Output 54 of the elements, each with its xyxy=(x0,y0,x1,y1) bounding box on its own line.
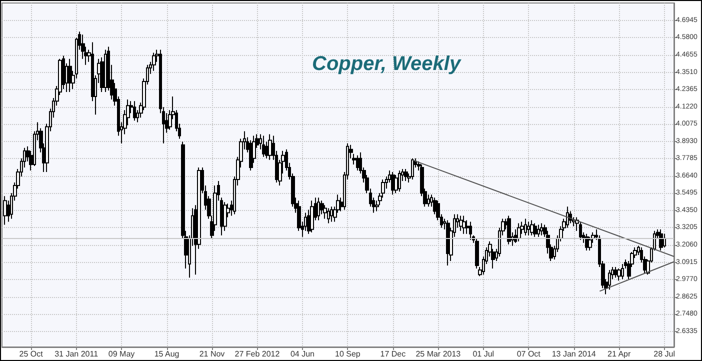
candlestick xyxy=(104,49,107,93)
candlestick xyxy=(507,215,511,245)
candlestick xyxy=(524,218,527,236)
text: Copper, Weekly xyxy=(312,53,462,75)
candlestick xyxy=(330,206,333,222)
x-tick-label: 13 Jan 2014 xyxy=(552,350,596,358)
candlestick xyxy=(262,135,265,158)
candlestick xyxy=(588,236,592,251)
candlestick xyxy=(459,215,463,232)
candlestick xyxy=(394,174,398,194)
x-tick-label: 10 Sep xyxy=(335,350,361,358)
candlestick xyxy=(398,170,401,192)
candlestick xyxy=(310,200,314,233)
candlestick xyxy=(133,100,136,122)
candlestick xyxy=(223,202,227,232)
candlestick xyxy=(469,221,472,240)
x-tick-label: 31 Jan 2011 xyxy=(54,350,99,358)
candlestick xyxy=(323,204,327,220)
x-tick-label: 27 Feb 2012 xyxy=(234,350,280,358)
candlestick xyxy=(327,208,330,224)
candlestick xyxy=(317,197,320,221)
candlestick xyxy=(411,158,414,180)
candlestick xyxy=(527,221,530,236)
x-tick-label: 25 Mar 2013 xyxy=(416,350,462,358)
x-tick-label: 04 Jun xyxy=(290,350,314,358)
candlestick xyxy=(530,220,534,236)
x-tick-label: 17 Dec xyxy=(380,350,406,358)
x-tick-label: 01 Jul xyxy=(472,350,494,358)
x-tick-label: 07 Oct xyxy=(516,350,542,358)
candlestick xyxy=(608,270,611,290)
x-tick-label: 21 Apr xyxy=(608,350,631,358)
candlestick xyxy=(404,168,408,182)
candlestick xyxy=(663,233,666,248)
x-tick-label: 25 Oct xyxy=(19,350,44,358)
candlestick xyxy=(475,238,479,270)
candlestick xyxy=(517,222,521,242)
candlestick xyxy=(533,222,537,238)
candlestick xyxy=(152,52,156,72)
candlestick xyxy=(621,264,624,280)
candlestick xyxy=(617,268,621,282)
candlestick xyxy=(579,221,582,240)
candlestick xyxy=(268,134,272,160)
candlestick xyxy=(540,222,543,236)
x-tick-label: 28 Jul xyxy=(654,350,676,358)
x-tick-label: 09 May xyxy=(108,350,135,358)
candlestick xyxy=(537,224,540,238)
candlestick xyxy=(614,266,618,278)
candlestick xyxy=(659,228,663,251)
x-tick-label: 21 Nov xyxy=(199,350,225,358)
candlestick xyxy=(462,215,466,234)
candlestick xyxy=(68,58,72,93)
candlestick xyxy=(356,154,359,171)
x-tick-label: 15 Aug xyxy=(154,350,180,358)
candlestick xyxy=(566,206,569,228)
